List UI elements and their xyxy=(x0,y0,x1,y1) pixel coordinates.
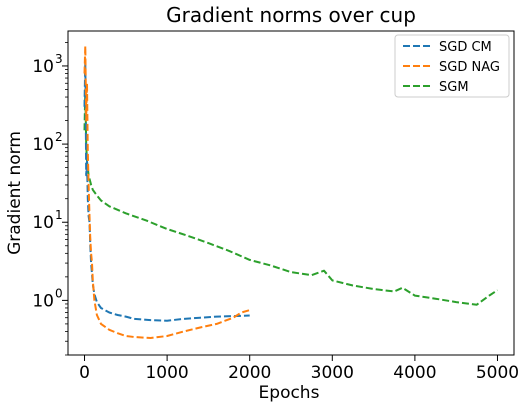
series-line-sgm xyxy=(83,88,499,306)
x-tick-label: 0 xyxy=(79,363,90,383)
legend-label: SGM xyxy=(439,80,469,95)
chart-title: Gradient norms over cup xyxy=(166,3,416,27)
plot-area: 10 010 110 210 30 1000 2000 3000 4000 5000 xyxy=(32,30,519,383)
y-tick-label: 10 xyxy=(32,291,54,311)
legend: SGD CM SGD NAG SGM xyxy=(394,34,510,98)
x-tick-label: 2000 xyxy=(228,363,271,383)
y-tick-label: 10 xyxy=(32,135,54,155)
x-tick-label: 5000 xyxy=(476,363,519,383)
y-tick-exponent: 2 xyxy=(55,130,63,144)
y-tick-label: 10 xyxy=(32,213,54,233)
x-tick-label: 3000 xyxy=(311,363,354,383)
x-tick-label: 1000 xyxy=(145,363,188,383)
legend-label: SGD NAG xyxy=(439,60,500,75)
series-line-sgd-cm xyxy=(83,58,250,322)
x-axis-label: Epochs xyxy=(259,383,320,403)
legend-box xyxy=(394,34,510,98)
x-tick-label: 4000 xyxy=(393,363,436,383)
y-tick-exponent: 0 xyxy=(55,286,63,300)
plot-frame xyxy=(67,30,515,356)
y-tick-label: 10 xyxy=(32,57,54,77)
legend-label: SGD CM xyxy=(439,40,492,55)
y-tick-exponent: 3 xyxy=(55,52,63,66)
y-axis-label: Gradient norm xyxy=(5,131,25,255)
y-tick-exponent: 1 xyxy=(55,208,63,222)
series-line-sgd-nag xyxy=(83,45,250,339)
